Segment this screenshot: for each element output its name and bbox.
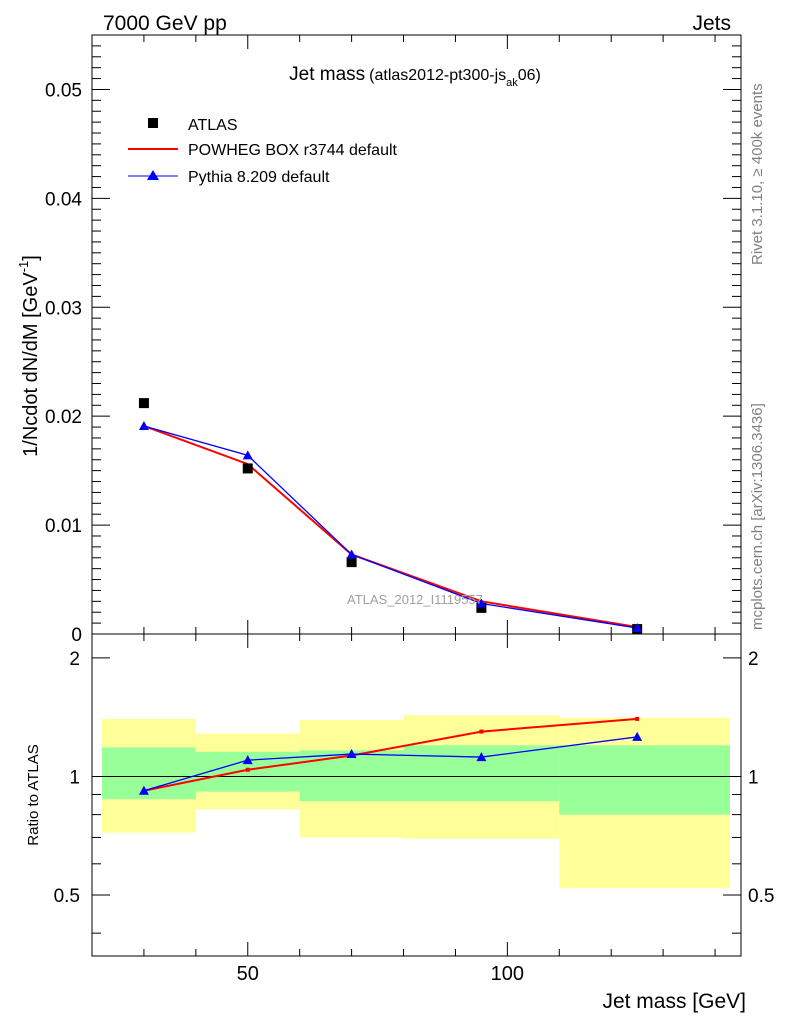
y-tick-label-1: 0.01 xyxy=(45,516,82,537)
ratio-tick-label-right-1: 1 xyxy=(748,767,759,788)
lower-panel: 50 100 0.5 0.5 1 1 2 2 Ratio to ATLAS Jet mass … xyxy=(25,633,774,1013)
ratio-powheg-point-3 xyxy=(479,729,484,734)
x-axis-label: Jet mass [GeV] xyxy=(602,990,746,1013)
y-tick-label-3: 0.03 xyxy=(45,298,82,319)
ratio-tick-label-left-2: 2 xyxy=(69,649,80,670)
ratio-inner-band-0 xyxy=(102,747,196,800)
plot-title-main: Jet mass xyxy=(289,64,365,85)
header-left: 7000 GeV pp xyxy=(103,12,227,35)
pythia-point-3 xyxy=(476,598,487,608)
legend-atlas-marker xyxy=(148,118,158,128)
ratio-pythia-point-4 xyxy=(632,731,643,741)
plot-title: Jet mass (atlas2012-pt300-jsak06) xyxy=(289,64,541,89)
ratio-tick-label-right-2: 2 xyxy=(748,649,759,670)
y-axis-label-sup: -1 xyxy=(16,261,31,273)
y-tick-label-2: 0.02 xyxy=(45,407,82,428)
plot-title-sub: (atlas2012-pt300-js xyxy=(369,67,506,84)
ratio-y-axis-label: Ratio to ATLAS xyxy=(25,744,42,845)
y-axis-label-main: 1/Ncdot dN/dM [GeV xyxy=(20,272,42,457)
plot-title-sub-tail: 06) xyxy=(518,67,541,84)
y-tick-label-0: 0 xyxy=(71,625,82,646)
ratio-powheg-point-1 xyxy=(245,767,250,772)
rivet-label: Rivet 3.1.10, ≥ 400k events xyxy=(749,83,766,265)
ratio-tick-label-left-0: 0.5 xyxy=(54,886,80,907)
ratio-tick-label-right-0: 0.5 xyxy=(748,886,774,907)
header-right: Jets xyxy=(692,12,731,35)
legend-pythia-label: Pythia 8.209 default xyxy=(188,169,330,186)
x-tick-label-100: 100 xyxy=(491,963,524,985)
y-tick-label-4: 0.04 xyxy=(45,189,82,210)
upper-panel: 0 0.01 0.02 0.03 0.04 0.05 ATLAS_2012_I111955… xyxy=(16,34,742,646)
pythia-point-2 xyxy=(346,549,357,559)
ratio-inner-band-4 xyxy=(559,745,730,815)
pythia-point-1 xyxy=(242,450,253,460)
watermark: ATLAS_2012_I1119557 xyxy=(347,592,483,607)
ratio-powheg-point-4 xyxy=(635,716,640,721)
plot-title-sub-index: ak xyxy=(506,77,518,89)
pythia-point-4 xyxy=(632,623,643,633)
atlas-point-3 xyxy=(476,602,487,613)
ratio-tick-label-left-1: 1 xyxy=(69,767,80,788)
ratio-pythia-point-3 xyxy=(476,752,487,762)
mcplots-label: mcplots.cern.ch [arXiv:1306.3436] xyxy=(749,403,766,630)
atlas-point-1 xyxy=(242,463,253,474)
y-axis-label-tail: ] xyxy=(20,255,42,261)
ratio-pythia-point-2 xyxy=(346,749,357,759)
y-axis-label: 1/Ncdot dN/dM [GeV-1] xyxy=(16,255,42,457)
legend: ATLAS POWHEG BOX r3744 default Pythia 8.… xyxy=(128,117,398,186)
y-tick-label-5: 0.05 xyxy=(45,80,82,101)
ratio-inner-band-2 xyxy=(299,750,404,802)
pythia-point-0 xyxy=(138,420,149,430)
x-tick-label-50: 50 xyxy=(237,963,259,985)
lower-frame xyxy=(91,633,742,957)
legend-atlas-label: ATLAS xyxy=(188,117,238,134)
atlas-point-2 xyxy=(346,557,357,568)
ratio-pythia-point-1 xyxy=(242,755,253,765)
legend-pythia-marker xyxy=(147,170,159,180)
legend-powheg-label: POWHEG BOX r3744 default xyxy=(188,142,398,159)
ratio-pythia-point-0 xyxy=(138,785,149,795)
atlas-point-0 xyxy=(138,398,149,409)
